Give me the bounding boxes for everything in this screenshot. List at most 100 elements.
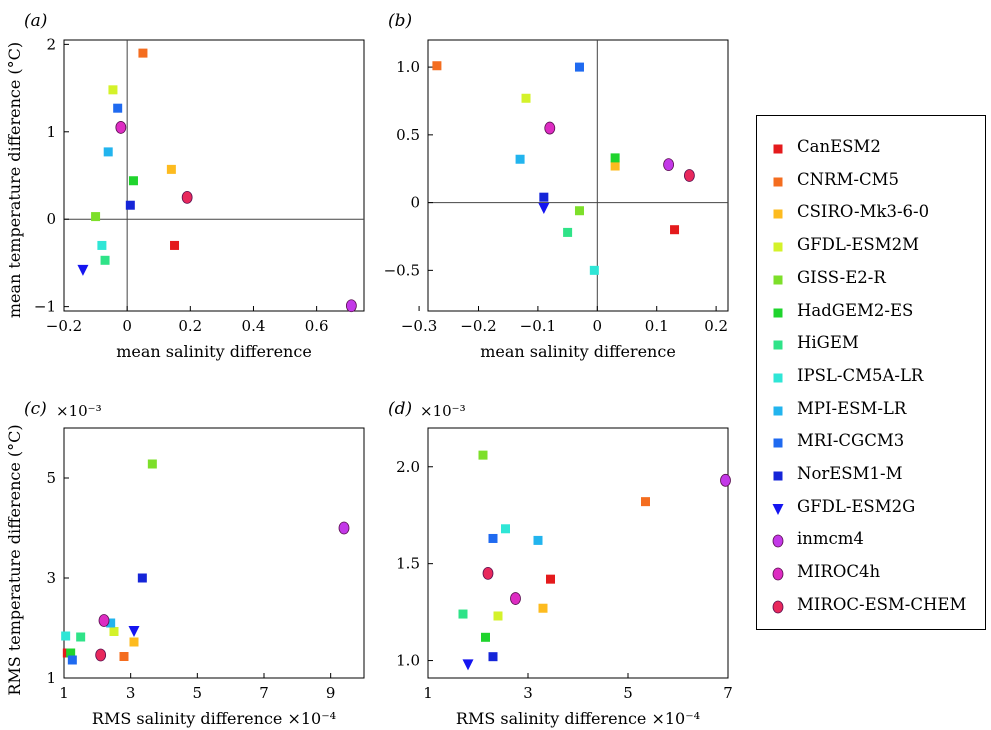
panel-label: (b): [388, 11, 412, 31]
point-miroc-esm-chem: [482, 566, 494, 580]
legend-marker-shape: [773, 340, 783, 350]
point-csiro-mk3-6-0: [610, 161, 620, 171]
panel-c: 1 3 5 7 9 1 3 5 (c) ×10⁻³ RMS salinity difference …: [24, 399, 365, 728]
point-mpi-esm-lr: [106, 618, 116, 628]
point-higem: [458, 609, 468, 619]
shared-ylabel-rms-temp: RMS temperature difference (°C): [5, 424, 24, 695]
point-canesm2: [170, 240, 180, 250]
point-hadgem2-es: [481, 632, 490, 642]
legend-label: GFDL-ESM2M: [797, 235, 920, 255]
x-tick-label: 7: [259, 684, 269, 702]
point-miroc4h: [544, 121, 556, 135]
legend-label: HiGEM: [797, 333, 859, 353]
legend-marker-triangle: [772, 503, 784, 515]
legend-marker-square: [773, 209, 783, 219]
legend-item: HadGEM2-ES: [757, 298, 985, 324]
legend-marker-square: [773, 406, 783, 416]
point-gfdl-esm2g: [462, 659, 474, 671]
y-exponent-label: ×10⁻³: [56, 402, 102, 420]
legend-marker-shape: [772, 600, 784, 614]
legend-marker-shape: [773, 144, 783, 154]
y-tick-label: 0.5: [396, 126, 420, 144]
legend-marker-square: [773, 242, 783, 252]
point-inmcm4: [338, 521, 350, 535]
legend-marker-circle: [772, 600, 784, 614]
x-tick-label: 3: [523, 684, 533, 702]
point-ipsl-cm5a-lr: [61, 631, 71, 641]
point-miroc4h: [115, 121, 127, 134]
y-tick-label: 0: [46, 210, 56, 228]
legend-marker-shape: [773, 471, 783, 481]
legend-label: HadGEM2-ES: [797, 300, 914, 320]
point-inmcm4: [663, 158, 674, 172]
y-tick-label: 1.5: [396, 555, 420, 573]
point-canesm2: [670, 225, 680, 235]
x-tick-label: −0.2: [460, 317, 496, 335]
legend-marker-square: [773, 275, 783, 285]
legend-marker-square: [773, 373, 783, 383]
legend-item: HiGEM: [757, 330, 985, 356]
point-giss-e2-r: [91, 212, 101, 222]
panel-label: (a): [24, 11, 47, 31]
plot-frame: [63, 427, 365, 679]
panel-label: (c): [24, 399, 47, 419]
point-inmcm4: [720, 473, 731, 487]
point-higem: [563, 227, 573, 237]
x-axis-label: RMS salinity difference ×10⁻⁴: [456, 709, 700, 728]
x-tick-label: 0.2: [704, 317, 728, 335]
point-csiro-mk3-6-0: [538, 603, 548, 613]
point-hadgem2-es: [610, 153, 620, 163]
shared-ylabel-mean-temp: mean temperature difference (°C): [5, 42, 24, 318]
panel-b: −0.3 −0.2 −0.1 0 0.1 0.2 −0.5 0 0.5 1.0 (b) mean sa…: [384, 11, 729, 361]
legend-marker-shape: [772, 567, 784, 581]
legend-marker-shape: [773, 177, 783, 187]
legend-marker-shape: [773, 373, 783, 383]
legend-item: CanESM2: [757, 134, 985, 160]
y-tick-label: 3: [46, 569, 56, 587]
point-mpi-esm-lr: [515, 154, 525, 164]
x-axis-label: RMS salinity difference ×10⁻⁴: [92, 709, 336, 728]
x-tick-label: 3: [126, 684, 136, 702]
legend-marker-circle: [772, 567, 784, 581]
point-ipsl-cm5a-lr: [97, 240, 107, 250]
legend-marker-square: [773, 308, 783, 317]
legend-marker-shape: [773, 209, 783, 219]
legend-label: CSIRO-Mk3-6-0: [797, 202, 930, 222]
y-tick-label: 2.0: [396, 458, 420, 476]
point-gfdl-esm2m: [521, 93, 531, 103]
point-miroc4h: [510, 592, 521, 605]
legend-marker-shape: [772, 503, 784, 515]
point-gfdl-esm2g: [128, 626, 140, 637]
x-tick-label: 0: [593, 317, 603, 335]
y-tick-label: 0: [410, 194, 420, 212]
x-tick-label: −0.3: [401, 317, 437, 335]
plot-frame: [427, 427, 729, 679]
legend-label: NorESM1-M: [797, 464, 903, 483]
point-mri-cgcm3: [574, 62, 584, 72]
legend-marker-square: [773, 471, 783, 481]
point-gfdl-esm2g: [538, 203, 550, 215]
x-tick-label: −0.2: [46, 317, 82, 335]
panel-d: 1 3 5 7 1.0 1.5 2.0 (d) ×10⁻³ RMS salinity differ…: [388, 399, 733, 728]
x-axis-label: mean salinity difference: [116, 342, 312, 361]
point-csiro-mk3-6-0: [129, 637, 139, 647]
y-tick-label: 2: [46, 35, 56, 53]
panel-label: (d): [388, 399, 412, 419]
point-gfdl-esm2m: [108, 85, 118, 95]
x-tick-label: 5: [193, 684, 203, 702]
x-tick-label: −0.1: [520, 317, 556, 335]
y-tick-label: 1: [46, 123, 56, 141]
legend-label: CanESM2: [797, 137, 881, 156]
x-tick-label: 7: [723, 684, 733, 702]
x-tick-label: 0.2: [178, 317, 202, 335]
legend-label: MIROC4h: [797, 562, 881, 582]
legend-label: MPI-ESM-LR: [797, 398, 907, 418]
legend-item: GISS-E2-R: [757, 265, 985, 291]
point-cnrm-cm5: [119, 652, 129, 661]
point-giss-e2-r: [574, 206, 584, 216]
legend-marker-square: [773, 438, 783, 448]
y-tick-label: 1: [46, 669, 56, 687]
point-miroc-esm-chem: [683, 169, 695, 182]
plot-frame: [427, 39, 729, 312]
